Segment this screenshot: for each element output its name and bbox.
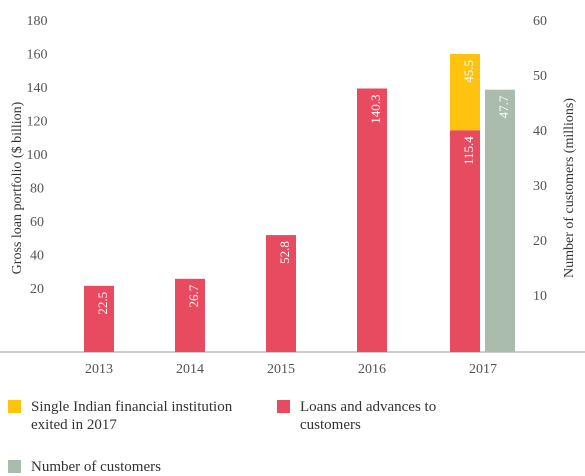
y-axis-title: Gross loan portfolio ($ billion): [10, 101, 25, 274]
y-tick-label: 120: [27, 115, 48, 130]
value-label: 22.5: [95, 292, 110, 315]
value-label: 26.7: [186, 284, 201, 307]
y-tick-label: 60: [30, 215, 44, 230]
bar: [450, 130, 480, 352]
legend-label: Number of customers: [31, 459, 161, 475]
x-tick-label: 2013: [85, 362, 113, 377]
x-tick-label: 2015: [267, 362, 295, 377]
legend-swatch: [8, 400, 21, 413]
y-tick-label: 180: [27, 14, 48, 29]
legend-swatch: [8, 460, 21, 473]
legend-item: Loans and advances to customers: [277, 398, 477, 434]
y-tick-label: 80: [30, 182, 44, 197]
y-tick-label: 20: [30, 282, 44, 297]
y2-tick-label: 10: [533, 289, 547, 304]
bar: [450, 53, 480, 131]
value-label: 47.7: [496, 95, 511, 118]
bar: [485, 89, 515, 353]
value-label: 115.4: [461, 136, 476, 165]
y2-tick-label: 40: [533, 124, 547, 139]
x-tick-label: 2016: [358, 362, 386, 377]
legend-item: Number of customers: [8, 458, 238, 476]
bar: [266, 235, 296, 352]
value-label: 45.5: [461, 60, 476, 83]
x-tick-label: 2014: [176, 362, 204, 377]
value-label: 140.3: [368, 95, 383, 124]
legend-swatch: [277, 400, 290, 413]
y-tick-label: 160: [27, 48, 48, 63]
y-tick-label: 140: [27, 81, 48, 96]
y2-tick-label: 30: [533, 179, 547, 194]
y-tick-label: 40: [30, 249, 44, 264]
bar: [84, 285, 114, 352]
value-label: 52.8: [277, 241, 292, 264]
y2-tick-label: 60: [533, 14, 547, 29]
y-tick-label: 100: [27, 148, 48, 163]
legend-label: Loans and advances to customers: [300, 399, 437, 433]
legend-item: Single Indian financial institution exit…: [8, 398, 238, 434]
legend-label: Single Indian financial institution exit…: [31, 399, 233, 433]
y2-tick-label: 20: [533, 234, 547, 249]
y2-axis-title: Number of customers (millions): [562, 98, 577, 278]
bar: [175, 278, 205, 352]
y2-tick-label: 50: [533, 69, 547, 84]
x-tick-label: 2017: [469, 362, 497, 377]
bar: [357, 88, 387, 353]
